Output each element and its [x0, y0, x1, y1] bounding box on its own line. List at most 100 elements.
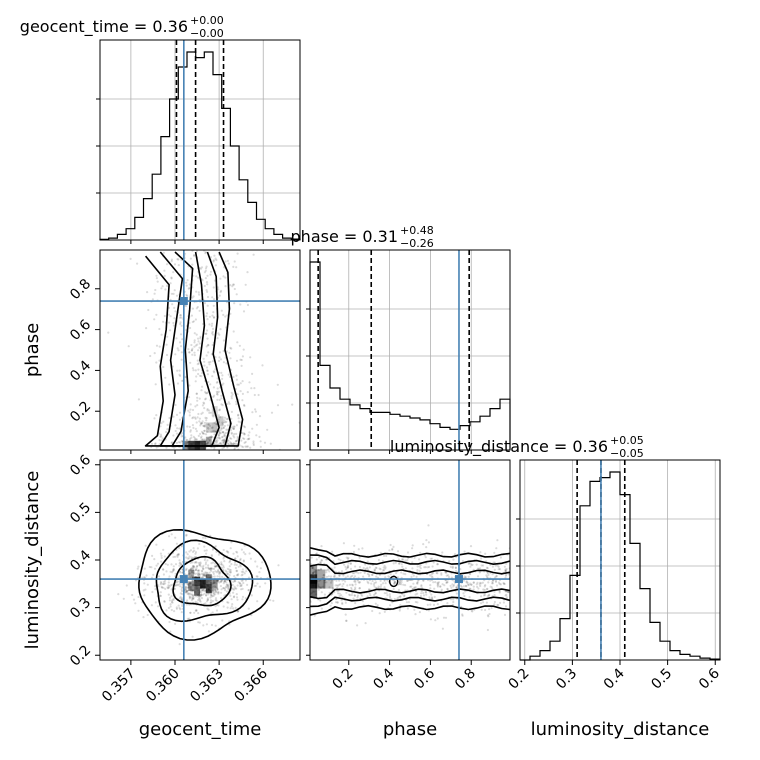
sample-point: [226, 572, 229, 576]
sample-point: [432, 603, 436, 607]
contour-level-2-upper: [310, 547, 510, 558]
sample-point: [323, 581, 326, 584]
sample-point: [325, 581, 328, 584]
sample-point: [237, 573, 240, 576]
sample-point: [191, 597, 194, 600]
sample-point: [203, 407, 206, 410]
xtick-label-geocent_time: 0.357: [99, 666, 139, 706]
sample-point: [214, 589, 217, 592]
sample-point: [414, 593, 417, 596]
sample-point: [505, 567, 508, 571]
sample-point: [229, 570, 232, 574]
sample-point: [217, 359, 221, 362]
sample-point: [175, 581, 178, 584]
sample-point: [362, 566, 365, 570]
sample-point: [226, 586, 229, 589]
sample-point: [464, 584, 467, 588]
sample-point: [484, 584, 487, 587]
sample-point: [382, 582, 385, 585]
sample-point: [155, 564, 158, 567]
xtick-label-luminosity_distance: 0.5: [648, 666, 675, 693]
sample-point: [359, 571, 362, 574]
sample-point: [342, 574, 345, 577]
sample-point: [429, 618, 432, 621]
sample-point: [237, 609, 240, 613]
sample-point: [507, 573, 510, 576]
sample-point: [335, 579, 338, 582]
sample-point: [345, 556, 348, 559]
sample-point: [185, 567, 188, 571]
sample-point: [199, 432, 202, 435]
sample-point: [436, 563, 439, 566]
sample-point: [216, 439, 219, 442]
sample-point: [202, 567, 205, 571]
sample-point: [159, 552, 162, 555]
sample-point: [366, 580, 369, 584]
sample-point: [177, 258, 180, 261]
sample-point: [313, 614, 316, 617]
sample-point: [223, 441, 226, 444]
sample-point: [422, 579, 425, 582]
sample-point: [198, 346, 201, 349]
sample-point: [215, 565, 218, 568]
sample-point: [208, 363, 211, 366]
sample-point: [224, 579, 227, 582]
sample-point: [229, 437, 232, 440]
sample-point: [176, 583, 179, 586]
sample-point: [235, 574, 239, 577]
sample-point: [445, 581, 448, 585]
sample-point: [237, 420, 240, 423]
sample-point: [418, 569, 421, 573]
sample-point: [210, 601, 213, 604]
sample-point: [179, 585, 182, 588]
sample-point: [450, 598, 453, 601]
sample-point: [497, 565, 500, 569]
sample-point: [220, 597, 223, 600]
contour-level-1-upper: [310, 554, 510, 566]
sample-point: [213, 446, 216, 449]
sample-point: [205, 433, 208, 436]
sample-point: [252, 443, 255, 447]
sample-point: [219, 432, 222, 435]
sample-point: [217, 288, 220, 291]
sample-point: [162, 548, 165, 552]
sample-point: [217, 414, 220, 417]
sample-point: [370, 573, 374, 576]
sample-point: [338, 579, 341, 582]
sample-point: [419, 567, 422, 570]
scatter-geocent_time-vs-luminosity_distance-background: [100, 460, 300, 660]
ytick-label-luminosity_distance: 0.2: [67, 642, 94, 669]
sample-point: [317, 584, 320, 588]
sample-point: [164, 579, 167, 583]
sample-point: [226, 446, 229, 449]
sample-point: [163, 600, 166, 603]
sample-point: [174, 310, 177, 313]
sample-point: [205, 594, 208, 597]
sample-point: [195, 290, 198, 293]
sample-point: [482, 564, 485, 567]
sample-point: [214, 588, 217, 591]
sample-point: [423, 566, 426, 569]
sample-point: [494, 579, 498, 582]
sample-point: [188, 597, 191, 600]
sample-point: [155, 277, 158, 280]
xtick-label-luminosity_distance: 0.4: [601, 665, 628, 692]
sample-point: [235, 439, 238, 442]
sample-point: [167, 306, 171, 309]
sample-point: [201, 432, 205, 435]
sample-point: [404, 589, 407, 592]
sample-point: [190, 596, 193, 599]
sample-point: [195, 561, 198, 564]
sample-point: [257, 393, 260, 397]
sample-point: [216, 588, 219, 591]
sample-point: [345, 568, 348, 571]
sample-point: [136, 262, 139, 265]
sample-point: [186, 590, 189, 594]
sample-point: [207, 380, 210, 384]
sample-point: [424, 590, 427, 594]
sample-point: [174, 584, 177, 587]
sample-point: [364, 563, 367, 566]
density-cell: [310, 564, 318, 575]
sample-point: [358, 565, 361, 569]
sample-point: [208, 411, 211, 414]
